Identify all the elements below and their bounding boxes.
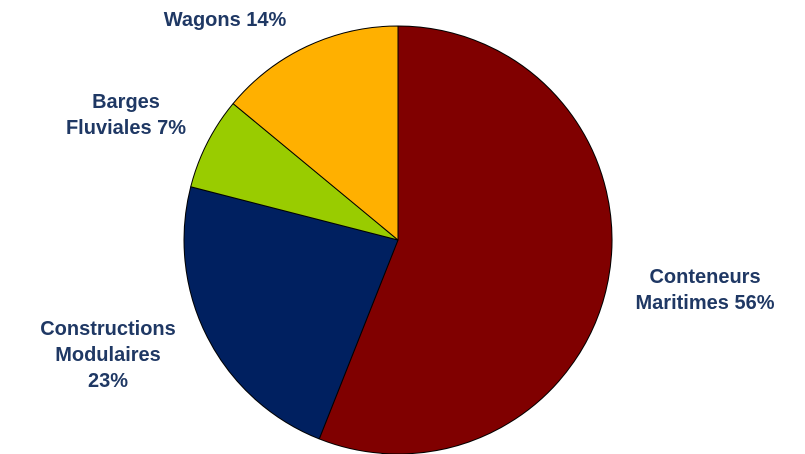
slice-label-wagons: Wagons 14% [164,9,287,31]
pie-slice-conteneurs [318,25,613,454]
slice-label-line: Constructions [40,318,176,340]
slice-label-conteneurs: Conteneurs Maritimes 56% [636,266,775,314]
slice-label-barges: Barges Fluviales 7% [66,91,186,139]
slice-label-line: Fluviales 7% [66,117,186,139]
slice-label-line: Modulaires [55,344,161,366]
slice-label-line: Barges [92,91,160,113]
pie-slice-wagons [232,25,399,241]
slice-label-line: Wagons 14% [164,9,287,31]
slice-label-line: Conteneurs [649,266,760,288]
slice-label-line: 23% [88,370,128,392]
pie-slice-constructions [183,186,399,440]
slices-layer [183,25,613,454]
labels-layer: Conteneurs Maritimes 56% Constructions Modu… [40,9,774,392]
slice-label-constructions: Constructions Modulaires 23% [40,318,176,392]
slice-label-line: Maritimes 56% [636,292,775,314]
